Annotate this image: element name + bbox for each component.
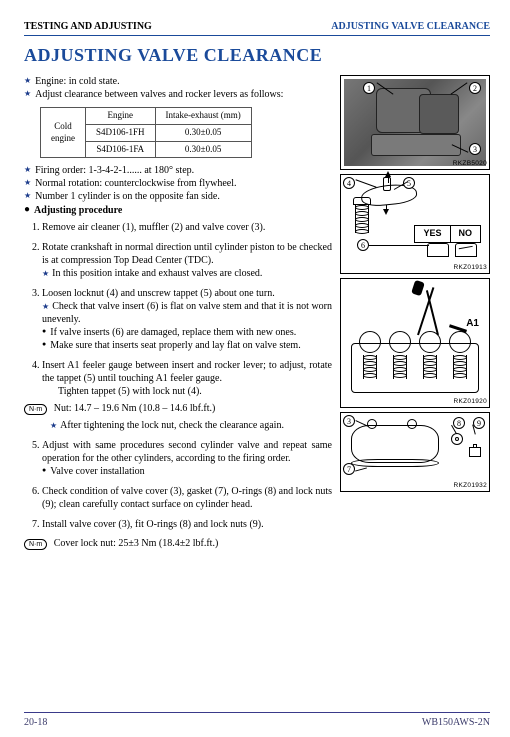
figure-caption: RKZ01932	[454, 482, 487, 490]
torque-spec-row: N·m Nut: 14.7 – 19.6 Nm (10.8 – 14.6 lbf…	[24, 402, 332, 415]
header-left: TESTING AND ADJUSTING	[24, 20, 152, 33]
procedure-steps: Remove air cleaner (1), muffler (2) and …	[42, 221, 332, 550]
insert-no	[455, 243, 477, 257]
intro-line: Adjust clearance between valves and rock…	[24, 88, 332, 101]
step-4-note: After tightening the lock nut, check the…	[50, 419, 332, 432]
left-column: Engine: in cold state. Adjust clearance …	[24, 75, 332, 557]
clearance-table: Cold engine Engine Intake-exhaust (mm) S…	[40, 107, 252, 158]
oring-icon	[451, 433, 463, 445]
insert-yes	[427, 243, 449, 257]
no-label: NO	[451, 226, 481, 242]
callout-6: 6	[357, 239, 369, 251]
figure-caption: RKZ01920	[454, 398, 487, 406]
figure-caption: RKZB5020	[453, 160, 487, 168]
step-3-note: Check that valve insert (6) is flat on v…	[42, 300, 332, 326]
callout-9: 9	[473, 417, 485, 429]
step-3: Loosen locknut (4) and unscrew tappet (5…	[42, 287, 332, 352]
step-3-bullets: If valve inserts (6) are damaged, replac…	[42, 326, 332, 352]
notes-list: Firing order: 1-3-4-2-1...... at 180° st…	[24, 164, 332, 203]
torque-icon: N·m	[24, 404, 47, 415]
torque-text: Cover lock nut: 25±3 Nm (18.4±2 lbf.ft.)	[54, 538, 219, 549]
step-5-bullets: Valve cover installation	[42, 465, 332, 478]
bullet: If valve inserts (6) are damaged, replac…	[42, 326, 332, 339]
step-6: Check condition of valve cover (3), gask…	[42, 485, 332, 511]
content-columns: Engine: in cold state. Adjust clearance …	[24, 75, 490, 557]
step-4: Insert A1 feeler gauge between insert an…	[42, 359, 332, 432]
table-rowhead: Cold engine	[41, 108, 86, 158]
adjusting-procedure: Adjusting procedure	[24, 203, 332, 217]
note-line: Number 1 cylinder is on the opposite fan…	[24, 190, 332, 203]
page-number: 20-18	[24, 716, 47, 729]
torque-spec-row: N·m Cover lock nut: 25±3 Nm (18.4±2 lbf.…	[24, 537, 332, 550]
note-line: Firing order: 1-3-4-2-1...... at 180° st…	[24, 164, 332, 177]
figure-caption: RKZ01913	[454, 264, 487, 272]
yes-label: YES	[415, 226, 450, 242]
table-cell: 0.30±0.05	[155, 125, 251, 142]
spring-icon	[355, 205, 369, 233]
figure-cylinder-head: A1 RKZ01920	[340, 278, 490, 408]
figure-valve-cover: 3 7 8 9 RKZ01932	[340, 412, 490, 492]
header-right: ADJUSTING VALVE CLEARANCE	[331, 20, 490, 33]
yes-no-box: YES NO	[414, 225, 481, 243]
step-1: Remove air cleaner (1), muffler (2) and …	[42, 221, 332, 234]
intro-list: Engine: in cold state. Adjust clearance …	[24, 75, 332, 101]
step-2-note: In this position intake and exhaust valv…	[42, 267, 332, 280]
figure-engine-photo: 1 2 3 RKZB5020	[340, 75, 490, 170]
page-title: ADJUSTING VALVE CLEARANCE	[24, 44, 490, 67]
torque-text: Nut: 14.7 – 19.6 Nm (10.8 – 14.6 lbf.ft.…	[54, 403, 216, 414]
right-column: 1 2 3 RKZB5020 4 5	[340, 75, 490, 557]
table-header: Engine	[86, 108, 156, 125]
figure-valve-adjust: 4 5 YES NO 6 RKZ01913	[340, 174, 490, 274]
bullet: Valve cover installation	[42, 465, 332, 478]
torque-icon: N·m	[24, 539, 47, 550]
step-4a: Tighten tappet (5) with lock nut (4).	[58, 385, 332, 398]
step-5: Adjust with same procedures second cylin…	[42, 439, 332, 478]
bullet: Make sure that inserts seat properly and…	[42, 339, 332, 352]
page-header: TESTING AND ADJUSTING ADJUSTING VALVE CL…	[24, 20, 490, 33]
valve-cover-icon	[351, 425, 439, 463]
callout-4: 4	[343, 177, 355, 189]
table-cell: 0.30±0.05	[155, 141, 251, 158]
locknut-icon	[469, 447, 481, 457]
table-cell: S4D106-1FH	[86, 125, 156, 142]
callout-3: 3	[343, 415, 355, 427]
header-rule	[24, 35, 490, 36]
note-line: Normal rotation: counterclockwise from f…	[24, 177, 332, 190]
a1-label: A1	[466, 317, 479, 330]
page-footer: 20-18 WB150AWS-2N	[24, 712, 490, 729]
callout-8: 8	[453, 417, 465, 429]
step-2: Rotate crankshaft in normal direction un…	[42, 241, 332, 280]
callout-7: 7	[343, 463, 355, 475]
intro-line: Engine: in cold state.	[24, 75, 332, 88]
table-header: Intake-exhaust (mm)	[155, 108, 251, 125]
gasket-icon	[351, 459, 439, 467]
model-code: WB150AWS-2N	[422, 716, 490, 729]
step-7: Install valve cover (3), fit O-rings (8)…	[42, 518, 332, 550]
table-cell: S4D106-1FA	[86, 141, 156, 158]
